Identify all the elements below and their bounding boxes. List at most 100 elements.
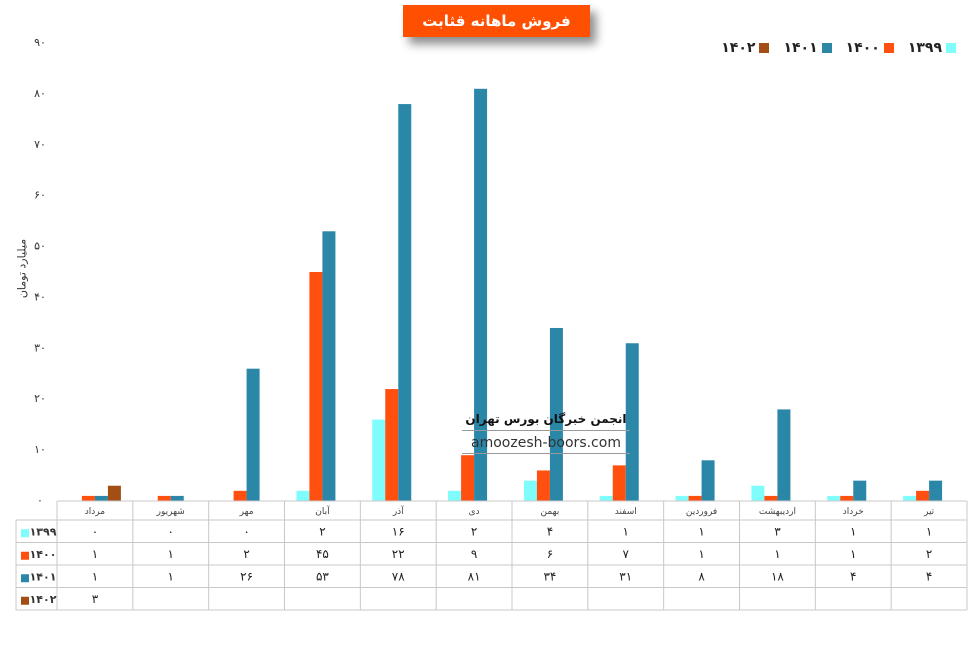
x-tick-label: بهمن bbox=[541, 507, 560, 517]
x-tick-label: مهر bbox=[239, 507, 254, 517]
table-row-swatch bbox=[21, 529, 29, 538]
legend-label: ۱۳۹۹ bbox=[907, 40, 942, 56]
data-label: ۱۸ bbox=[771, 569, 784, 583]
bar bbox=[701, 460, 715, 501]
legend-item: ۱۴۰۰ bbox=[846, 40, 894, 56]
data-label: ۱ bbox=[623, 524, 629, 538]
bar bbox=[474, 88, 488, 502]
legend: ۱۴۰۲ ۱۴۰۱ ۱۴۰۰ ۱۳۹۹ bbox=[721, 40, 956, 56]
legend-item: ۱۴۰۲ bbox=[721, 40, 770, 56]
bar bbox=[675, 495, 689, 501]
legend-label: ۱۴۰۰ bbox=[845, 40, 880, 56]
bar bbox=[233, 490, 247, 501]
watermark: انجمن خبرگان بورس تهران amoozesh-boors.c… bbox=[462, 412, 630, 454]
legend-label: ۱۴۰۱ bbox=[783, 40, 818, 56]
data-label: ۲ bbox=[319, 524, 325, 538]
data-label: ۱ bbox=[168, 547, 174, 561]
data-label: ۳۴ bbox=[543, 569, 556, 583]
table-row-swatch bbox=[21, 596, 29, 605]
data-label: ۱ bbox=[92, 547, 98, 561]
data-label: ۷ bbox=[623, 547, 630, 561]
bar bbox=[398, 104, 412, 502]
bar bbox=[170, 495, 184, 501]
y-tick-label: ۲۰ bbox=[34, 392, 46, 405]
data-label: ۱ bbox=[92, 569, 98, 583]
bar bbox=[612, 465, 626, 501]
data-label: ۵۳ bbox=[316, 569, 329, 583]
x-tick-label: آبان bbox=[315, 505, 330, 517]
bar bbox=[107, 485, 121, 501]
data-label: ۲۲ bbox=[392, 547, 405, 561]
y-tick-label: ۶۰ bbox=[34, 189, 46, 202]
y-tick-label: ۳۰ bbox=[34, 341, 46, 354]
legend-swatch bbox=[821, 43, 832, 53]
data-label: ۸ bbox=[698, 569, 705, 583]
data-label: ۱ bbox=[774, 547, 780, 561]
data-label: ۲۶ bbox=[240, 569, 253, 583]
data-label: ۱ bbox=[698, 547, 704, 561]
x-tick-label: مرداد bbox=[85, 507, 105, 517]
watermark-title: انجمن خبرگان بورس تهران bbox=[462, 412, 630, 431]
data-label: ۲ bbox=[471, 524, 477, 538]
legend-swatch bbox=[759, 43, 770, 53]
bar bbox=[246, 368, 260, 501]
x-tick-label: شهریور bbox=[156, 507, 185, 517]
y-tick-label: ۱۰ bbox=[34, 443, 46, 456]
x-tick-label: تیر bbox=[923, 507, 935, 517]
y-tick-label: ۵۰ bbox=[34, 240, 46, 253]
bar bbox=[916, 490, 930, 501]
bar bbox=[536, 470, 550, 501]
x-tick-label: فروردین bbox=[686, 507, 717, 517]
legend-item: ۱۳۹۹ bbox=[908, 40, 956, 56]
legend-swatch bbox=[883, 43, 894, 53]
data-label: ۷۸ bbox=[392, 569, 405, 583]
table-row-label: ۱۴۰۱ bbox=[30, 570, 57, 583]
data-label: ۹ bbox=[471, 547, 477, 561]
data-label: ۰ bbox=[92, 524, 98, 538]
bar bbox=[688, 495, 702, 501]
y-axis-label: میلیارد تومان bbox=[15, 238, 29, 299]
x-tick-label: دی bbox=[469, 507, 480, 517]
x-tick-label: آذر bbox=[392, 505, 404, 517]
x-tick-label: اردیبهشت bbox=[759, 507, 796, 517]
bar bbox=[929, 480, 943, 501]
data-label: ۱ bbox=[850, 524, 856, 538]
data-label: ۰ bbox=[168, 524, 174, 538]
bar bbox=[309, 272, 323, 501]
table-row-label: ۱۴۰۰ bbox=[30, 548, 57, 561]
y-tick-label: ۴۰ bbox=[34, 290, 46, 303]
data-label: ۸۱ bbox=[468, 569, 481, 583]
bar bbox=[840, 495, 854, 501]
bar bbox=[372, 419, 386, 501]
bar bbox=[322, 231, 336, 502]
data-label: ۳ bbox=[774, 524, 781, 538]
bar bbox=[853, 480, 867, 501]
legend-item: ۱۴۰۱ bbox=[783, 40, 832, 56]
data-label: ۱ bbox=[926, 524, 932, 538]
data-label: ۱۶ bbox=[392, 524, 405, 538]
bar bbox=[94, 495, 108, 501]
y-tick-label: ۹۰ bbox=[34, 36, 46, 49]
legend-swatch bbox=[946, 43, 956, 53]
bar bbox=[625, 343, 639, 501]
data-label: ۴ bbox=[850, 569, 856, 583]
bar bbox=[81, 495, 95, 501]
bar bbox=[549, 327, 563, 501]
legend-label: ۱۴۰۲ bbox=[721, 40, 756, 56]
bar bbox=[385, 389, 399, 501]
bar bbox=[461, 455, 475, 501]
data-label: ۴۵ bbox=[316, 547, 329, 561]
bar bbox=[751, 485, 765, 501]
bar bbox=[296, 490, 310, 501]
bar bbox=[448, 490, 462, 501]
x-tick-label: خرداد bbox=[843, 507, 864, 517]
data-label: ۶ bbox=[547, 547, 553, 561]
bar bbox=[599, 495, 613, 501]
table-row-label: ۱۳۹۹ bbox=[30, 525, 57, 538]
data-label: ۴ bbox=[926, 569, 932, 583]
data-label: ۱ bbox=[850, 547, 856, 561]
table-row-swatch bbox=[21, 551, 29, 560]
bar bbox=[903, 495, 917, 501]
y-tick-label: ۷۰ bbox=[34, 138, 46, 151]
